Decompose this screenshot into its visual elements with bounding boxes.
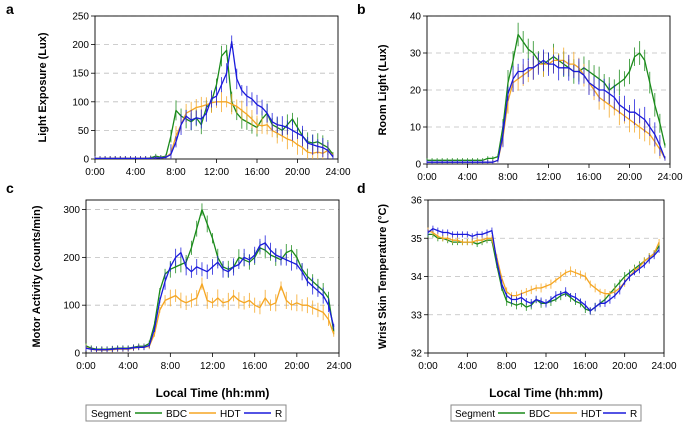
panel-b-xtick-label-3: 12:00 [536,172,561,183]
panel-c-xtick-label-1: 4:00 [118,361,138,372]
panel-d-xtick-label-0: 0:00 [418,361,438,372]
legend-left-hdt-label: HDT [220,409,241,420]
panel-d-ytick-label-3: 35 [411,234,423,245]
legend-left-title: Segment [91,409,131,420]
panel-d-xtick-label-5: 20:00 [612,361,637,372]
panel-b-series-R [426,49,666,164]
panel-c-ytick-label-1: 100 [63,301,80,312]
panel-a-xtick-label-1: 4:00 [126,167,146,178]
panel-d-series-R [427,225,660,315]
panel-d-ytick-label-1: 33 [411,310,423,321]
panel-d-xtick-label-6: 24:00 [651,361,676,372]
panel-d-letter: d [357,180,366,196]
legend-left-bdc-label: BDC [166,409,187,420]
panel-b: 0 10 20 30 40 0:00 4:00 8:00 12:00 16:00 20:00 24:0… [357,1,683,183]
panel-b-ytick-label-3: 30 [410,49,422,60]
panel-a-ytick-label-1: 50 [78,126,90,137]
panel-b-ytick-label-2: 20 [410,86,422,97]
panel-c-ytick-label-0: 0 [74,349,80,360]
legend-right-r-label: R [630,409,637,420]
panel-a-xtick-label-0: 0:00 [85,167,105,178]
panel-c: 0 100 200 300 0:00 4:00 8:00 12:00 16:00 20:00 24:… [6,180,352,400]
panel-b-xtick-label-6: 24:00 [657,172,682,183]
panel-b-letter: b [357,1,366,17]
legend-right-box [450,404,642,422]
legend-left-r-label: R [275,409,282,420]
panel-c-xtick-label-5: 20:00 [284,361,309,372]
panel-c-xtick-label-0: 0:00 [76,361,96,372]
panel-c-ytick-label-3: 300 [63,205,80,216]
panel-c-xlabel: Local Time (hh:mm) [156,386,270,400]
panel-b-xtick-label-0: 0:00 [417,172,437,183]
panel-a-xtick-label-4: 16:00 [244,167,269,178]
panel-c-HDT-line [85,283,335,351]
panel-a-ytick-label-2: 100 [72,97,89,108]
panel-c-xtick-label-4: 16:00 [242,361,267,372]
panel-d-series-HDT [427,227,660,300]
panel-c-xtick-label-3: 12:00 [200,361,225,372]
panel-c-series-R [85,235,335,353]
panel-d: 32 33 34 35 36 0:00 4:00 8:00 12:00 16:00 20:00 24:… [357,180,677,400]
legend-right-bdc-label: BDC [529,409,550,420]
panel-c-ylabel: Motor Activity (counts/min) [31,205,43,347]
panel-c-ytick-label-2: 200 [63,253,80,264]
panel-a-xtick-label-5: 20:00 [285,167,310,178]
panel-d-ylabel: Wrist Skin Temperature (°C) [377,204,389,350]
panel-d-xtick-label-4: 16:00 [573,361,598,372]
panel-c-frame [85,199,340,354]
panel-b-series-BDC [426,22,666,163]
panel-a-ytick-label-4: 200 [72,40,89,51]
panel-a-xtick-label-2: 8:00 [166,167,186,178]
panel-d-HDT-line [427,229,660,297]
panel-d-ytick-label-0: 32 [411,349,423,360]
panel-d-xtick-label-2: 8:00 [497,361,517,372]
panel-b-xtick-label-5: 20:00 [617,172,642,183]
panel-a: 0 50 100 150 200 250 0:00 4:00 8:00 12:00 16:00 20:… [6,1,351,178]
panel-c-BDC-line [85,208,335,350]
panel-b-xtick-label-2: 8:00 [498,172,518,183]
panel-a-xtick-label-6: 24:00 [325,167,350,178]
panel-c-series-BDC [85,203,335,353]
panel-b-ytick-label-1: 10 [410,123,422,134]
legend-right-hdt-label: HDT [581,409,602,420]
panel-d-xtick-label-1: 4:00 [458,361,478,372]
legend-right-title: Segment [455,409,495,420]
panel-b-R-line [427,59,666,163]
panel-d-ytick-label-2: 34 [411,272,423,283]
legend-right: Segment BDC HDT R [450,404,642,422]
panel-a-ytick-label-3: 150 [72,69,89,80]
panel-b-ytick-label-4: 40 [410,12,422,23]
panel-c-series-HDT [85,277,335,353]
panel-c-xtick-label-2: 8:00 [161,361,181,372]
panel-a-ytick-label-5: 250 [72,12,89,23]
panel-b-xtick-label-1: 4:00 [458,172,478,183]
panel-d-R-line [427,228,660,312]
panel-c-letter: c [6,180,14,196]
panel-d-xtick-label-3: 12:00 [533,361,558,372]
panel-a-ylabel: Light Exposure (Lux) [37,32,49,142]
panel-b-ylabel: Room Light (Lux) [377,44,389,135]
legend-left-box [85,404,287,422]
panel-c-R-line [85,242,335,351]
panel-c-xtick-label-6: 24:00 [326,361,351,372]
panel-b-xtick-label-4: 16:00 [576,172,601,183]
panel-a-letter: a [6,1,14,17]
panel-b-ytick-label-0: 0 [415,160,421,171]
legend-left: Segment BDC HDT R [85,404,287,422]
panel-a-ytick-label-0: 0 [83,155,89,166]
panel-d-xlabel: Local Time (hh:mm) [489,386,603,400]
panel-d-ytick-label-4: 36 [411,196,423,207]
panel-a-xtick-label-3: 12:00 [204,167,229,178]
panel-a-series-R [94,35,334,160]
panel-a-R-line [95,41,334,160]
